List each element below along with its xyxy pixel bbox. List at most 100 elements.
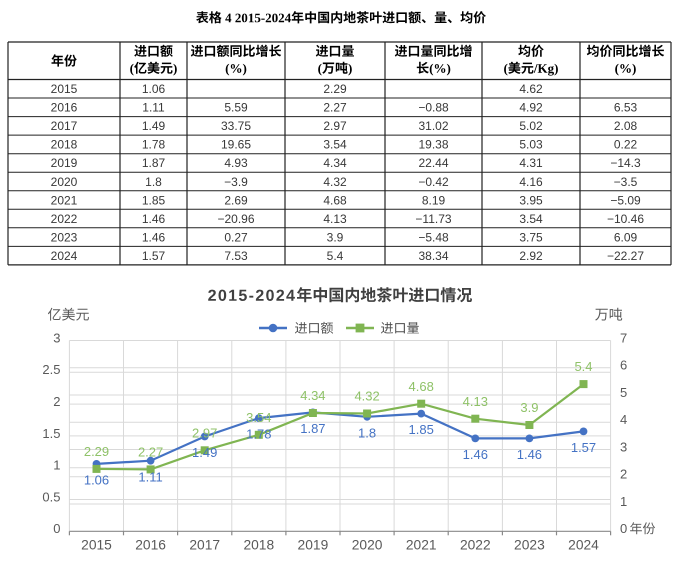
svg-text:1: 1: [53, 458, 60, 473]
svg-text:1.06: 1.06: [84, 473, 109, 488]
svg-text:22.44: 22.44: [418, 156, 448, 170]
svg-text:38.34: 38.34: [418, 249, 448, 263]
svg-text:−5.48: −5.48: [418, 230, 449, 244]
svg-text:2.08: 2.08: [614, 119, 638, 133]
svg-text:−10.46: −10.46: [607, 212, 644, 226]
svg-text:2: 2: [620, 467, 627, 482]
svg-text:2015: 2015: [81, 538, 112, 553]
svg-text:4.93: 4.93: [224, 156, 248, 170]
svg-text:5.59: 5.59: [224, 101, 248, 115]
svg-text:−14.3: −14.3: [610, 156, 641, 170]
svg-text:0.27: 0.27: [224, 230, 248, 244]
svg-text:2.29: 2.29: [323, 82, 347, 96]
svg-text:0: 0: [620, 521, 627, 536]
svg-text:1.87: 1.87: [300, 421, 325, 436]
svg-text:6.53: 6.53: [614, 101, 638, 115]
svg-text:1.78: 1.78: [246, 427, 271, 442]
svg-text:2024: 2024: [568, 538, 599, 553]
svg-text:2022: 2022: [460, 538, 491, 553]
svg-text:1: 1: [620, 494, 627, 509]
svg-text:4.34: 4.34: [300, 388, 325, 403]
svg-text:2020: 2020: [51, 175, 78, 189]
svg-text:2.97: 2.97: [323, 119, 347, 133]
svg-text:−3.9: −3.9: [224, 175, 248, 189]
svg-text:3.9: 3.9: [327, 230, 344, 244]
svg-text:1.8: 1.8: [358, 425, 376, 440]
svg-text:3.95: 3.95: [519, 193, 543, 207]
svg-text:2019: 2019: [298, 538, 329, 553]
svg-text:2022: 2022: [51, 212, 78, 226]
svg-text:−3.5: −3.5: [614, 175, 638, 189]
svg-text:2.69: 2.69: [224, 193, 248, 207]
svg-text:4.68: 4.68: [323, 193, 347, 207]
svg-text:4.13: 4.13: [323, 212, 347, 226]
svg-text:5.02: 5.02: [519, 119, 543, 133]
svg-text:2019: 2019: [51, 156, 78, 170]
svg-text:4.32: 4.32: [323, 175, 347, 189]
svg-text:1.5: 1.5: [42, 426, 60, 441]
svg-text:2016: 2016: [51, 101, 78, 115]
svg-text:6: 6: [620, 358, 627, 373]
svg-text:31.02: 31.02: [418, 119, 448, 133]
svg-text:1.06: 1.06: [142, 82, 166, 96]
svg-text:3.54: 3.54: [519, 212, 543, 226]
svg-text:2024: 2024: [51, 249, 78, 263]
svg-text:4.92: 4.92: [519, 101, 543, 115]
svg-text:8.19: 8.19: [422, 193, 446, 207]
svg-text:2015: 2015: [51, 82, 78, 96]
svg-text:5.03: 5.03: [519, 138, 543, 152]
svg-text:33.75: 33.75: [221, 119, 251, 133]
svg-text:3: 3: [53, 330, 60, 345]
svg-text:1.49: 1.49: [142, 119, 166, 133]
svg-text:7.53: 7.53: [224, 249, 248, 263]
svg-text:2.97: 2.97: [192, 425, 217, 440]
svg-text:4.16: 4.16: [519, 175, 543, 189]
svg-text:3.54: 3.54: [323, 138, 347, 152]
svg-text:1.87: 1.87: [142, 156, 166, 170]
svg-text:−22.27: −22.27: [607, 249, 644, 263]
svg-text:19.65: 19.65: [221, 138, 251, 152]
svg-text:0.22: 0.22: [614, 138, 638, 152]
svg-text:2.29: 2.29: [84, 444, 109, 459]
svg-text:3.9: 3.9: [520, 400, 538, 415]
svg-text:0.5: 0.5: [42, 489, 60, 504]
svg-text:2017: 2017: [51, 119, 78, 133]
svg-text:4.31: 4.31: [519, 156, 543, 170]
svg-text:0: 0: [53, 521, 60, 536]
svg-text:1.8: 1.8: [145, 175, 162, 189]
svg-text:−20.96: −20.96: [217, 212, 254, 226]
svg-text:1.57: 1.57: [571, 440, 596, 455]
svg-text:1.85: 1.85: [409, 422, 434, 437]
svg-text:2020: 2020: [352, 538, 383, 553]
svg-text:2021: 2021: [51, 193, 78, 207]
svg-text:7: 7: [620, 330, 627, 345]
svg-text:3: 3: [620, 439, 627, 454]
svg-text:1.57: 1.57: [142, 249, 166, 263]
svg-text:1.46: 1.46: [463, 447, 488, 462]
svg-text:19.38: 19.38: [418, 138, 448, 152]
svg-text:2.27: 2.27: [138, 445, 163, 460]
svg-text:2.92: 2.92: [519, 249, 543, 263]
svg-text:2.5: 2.5: [42, 362, 60, 377]
svg-text:2023: 2023: [51, 230, 78, 244]
svg-text:2023: 2023: [514, 538, 545, 553]
svg-text:3.75: 3.75: [519, 230, 543, 244]
svg-text:4.62: 4.62: [519, 82, 543, 96]
svg-text:1.78: 1.78: [142, 138, 166, 152]
svg-text:1.46: 1.46: [517, 447, 542, 462]
svg-text:2017: 2017: [189, 538, 220, 553]
svg-text:5: 5: [620, 385, 627, 400]
svg-text:2: 2: [53, 394, 60, 409]
svg-text:4.13: 4.13: [463, 394, 488, 409]
svg-text:4.32: 4.32: [354, 389, 379, 404]
svg-text:1.85: 1.85: [142, 193, 166, 207]
svg-text:5.4: 5.4: [327, 249, 344, 263]
svg-text:−0.88: −0.88: [418, 101, 449, 115]
svg-text:2.27: 2.27: [323, 101, 347, 115]
svg-text:−5.09: −5.09: [610, 193, 641, 207]
svg-text:−11.73: −11.73: [415, 212, 451, 226]
svg-text:2018: 2018: [51, 138, 78, 152]
svg-text:1.11: 1.11: [142, 101, 165, 115]
svg-text:3.54: 3.54: [246, 410, 271, 425]
svg-text:1.46: 1.46: [142, 212, 166, 226]
